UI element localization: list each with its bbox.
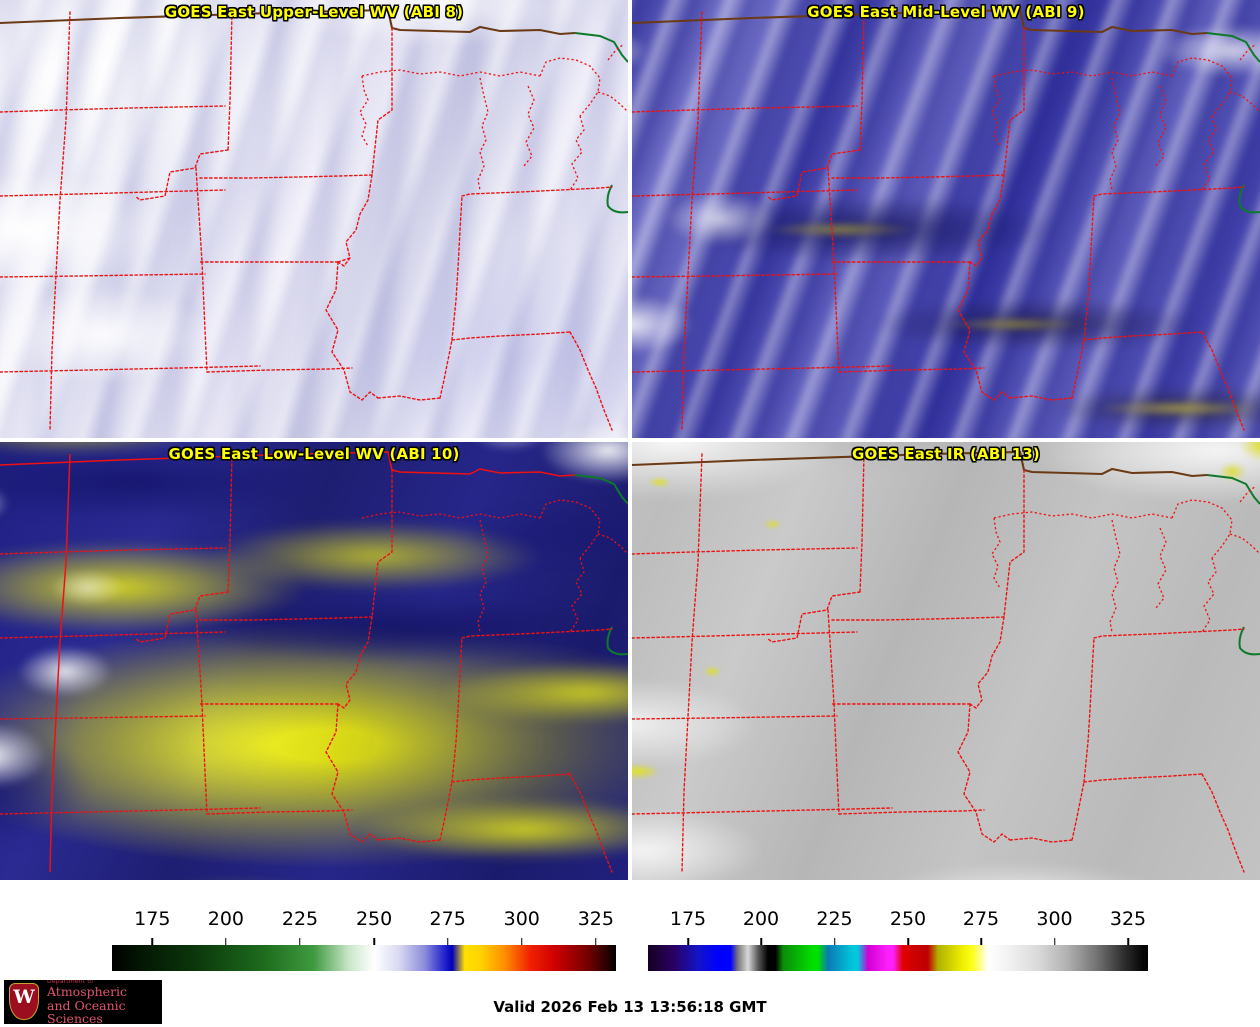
geography-overlay — [632, 442, 1260, 880]
colorbar-tick — [1127, 938, 1129, 945]
colorbar-tick — [225, 938, 227, 945]
panel-upper-level-wv[interactable]: GOES East Upper-Level WV (ABI 8) — [0, 0, 628, 438]
colorbar-tick-label: 175 — [134, 908, 171, 930]
wv-bright-cloud-tops — [0, 442, 628, 880]
colorbar-tick — [833, 938, 836, 945]
colorbar-gradient-infrared — [648, 945, 1148, 971]
colorbar-tick-label: 175 — [669, 908, 707, 930]
colorbar-tick-label: 275 — [962, 908, 1000, 930]
colorbar-tick-label: 275 — [429, 908, 466, 930]
panel-mid-level-wv[interactable]: GOES East Mid-Level WV (ABI 9) — [632, 0, 1260, 438]
colorbar-ticks — [112, 938, 616, 945]
colorbar-tick-label: 250 — [355, 908, 393, 930]
colorbar-tick-label: 200 — [742, 908, 780, 930]
colorbar-tick — [446, 938, 449, 945]
geography-overlay — [632, 0, 1260, 438]
panel-low-level-wv[interactable]: GOES East Low-Level WV (ABI 10) — [0, 442, 628, 880]
panel-grid: GOES East Upper-Level WV (ABI 8) — [0, 0, 1260, 880]
logo-department-line: Department of — [47, 980, 94, 986]
satellite-imagery-mid-level-wv — [632, 0, 1260, 438]
crest-shield — [9, 983, 39, 1020]
colorbar-tick — [151, 938, 154, 945]
logo-line-1: Atmospheric — [47, 984, 128, 1000]
crest-letter: W — [13, 986, 35, 1008]
colorbar-tick-label: 300 — [503, 908, 540, 930]
colorbar-water-vapor: 175 200 225 250 275 300 325 — [112, 908, 616, 971]
satellite-imagery-low-level-wv — [0, 442, 628, 880]
colorbar-tick-label: 200 — [207, 908, 245, 930]
colorbar-gradient-water-vapor — [112, 945, 616, 971]
colorbar-tick — [1053, 938, 1056, 945]
colorbar-tick-label: 300 — [1036, 908, 1073, 930]
colorbar-ticks — [648, 938, 1148, 945]
colorbar-tick — [980, 938, 982, 945]
satellite-imagery-ir — [632, 442, 1260, 880]
colorbar-tick-label: 225 — [281, 908, 319, 930]
colorbar-tick — [687, 938, 689, 945]
colorbar-tick — [299, 938, 301, 945]
colorbar-tick — [373, 938, 375, 945]
wv-bright-cloud-tops — [0, 0, 628, 438]
uw-aos-logo: W Department of Atmospheric and Oceanic … — [4, 980, 162, 1024]
colorbar-tick — [907, 938, 909, 945]
satellite-imagery-upper-level-wv — [0, 0, 628, 438]
logo-line-2: and Oceanic Sciences — [47, 997, 126, 1024]
logo-text: Department of Atmospheric and Oceanic Sc… — [47, 980, 162, 1024]
colorbar-tick — [521, 938, 523, 945]
colorbar-tick-labels: 175 200 225 250 275 300 325 — [648, 908, 1148, 938]
colorbar-tick — [760, 938, 762, 945]
colorbar-tick-label: 325 — [577, 908, 614, 930]
uw-crest-icon: W — [7, 982, 41, 1022]
geography-overlay — [0, 442, 628, 880]
colorbar-tick-label: 225 — [816, 908, 853, 930]
geography-overlay — [0, 0, 628, 438]
panel-ir[interactable]: GOES East IR (ABI 13) — [632, 442, 1260, 880]
colorbar-tick — [595, 938, 597, 945]
valid-time-label: Valid 2026 Feb 13 13:56:18 GMT — [493, 998, 767, 1016]
ir-cold-cloud-tops — [632, 442, 1260, 880]
colorbar-tick-labels: 175 200 225 250 275 300 325 — [112, 908, 616, 938]
colorbar-tick-label: 250 — [889, 908, 927, 930]
wv-bright-cloud-tops — [632, 0, 1260, 438]
colorbar-tick-label: 325 — [1109, 908, 1147, 930]
colorbar-infrared: 175 200 225 250 275 300 325 — [648, 908, 1148, 971]
